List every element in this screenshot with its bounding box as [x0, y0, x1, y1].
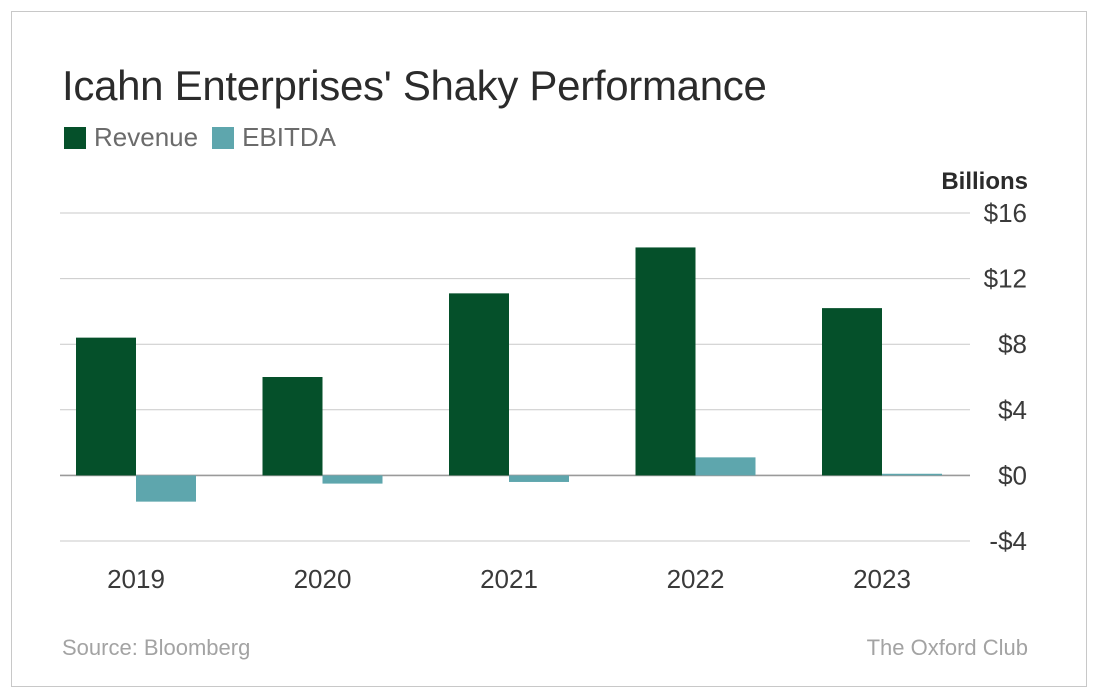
x-tick-label: 2023 — [853, 564, 911, 594]
y-tick-label: $8 — [998, 329, 1027, 359]
bar-ebitda-2020 — [322, 475, 383, 484]
bar-revenue-2019 — [76, 337, 136, 476]
y-tick-label: $16 — [984, 198, 1027, 228]
chart-frame — [11, 11, 1087, 687]
chart-title: Icahn Enterprises' Shaky Performance — [62, 62, 767, 109]
legend-swatch-ebitda — [212, 126, 235, 149]
y-tick-label: $12 — [984, 264, 1027, 294]
x-tick-label: 2022 — [667, 564, 725, 594]
x-tick-label: 2020 — [294, 564, 352, 594]
source-note: Source: Bloomberg — [62, 635, 251, 660]
y-tick-label: $4 — [998, 395, 1027, 425]
publisher-credit: The Oxford Club — [866, 635, 1028, 660]
bar-revenue-2020 — [262, 377, 323, 476]
bar-ebitda-2023 — [882, 473, 942, 476]
y-tick-label: $0 — [998, 460, 1027, 490]
x-tick-label: 2021 — [480, 564, 538, 594]
legend-item-ebitda: EBITDA — [212, 122, 336, 153]
legend-label-ebitda: EBITDA — [242, 122, 336, 152]
bar-revenue-2021 — [449, 293, 509, 476]
legend-label-revenue: Revenue — [94, 122, 199, 152]
y-axis-unit-label: Billions — [941, 168, 1028, 195]
y-tick-label: -$4 — [989, 526, 1027, 556]
legend-swatch-revenue — [64, 126, 86, 149]
bar-ebitda-2019 — [136, 475, 196, 502]
bar-ebitda-2022 — [695, 457, 756, 476]
x-tick-label: 2019 — [107, 564, 165, 594]
bar-ebitda-2021 — [509, 475, 569, 482]
chart-legend: Revenue EBITDA — [64, 122, 350, 153]
bar-revenue-2023 — [822, 308, 882, 476]
bar-revenue-2022 — [635, 247, 696, 476]
legend-item-revenue: Revenue — [64, 122, 198, 153]
